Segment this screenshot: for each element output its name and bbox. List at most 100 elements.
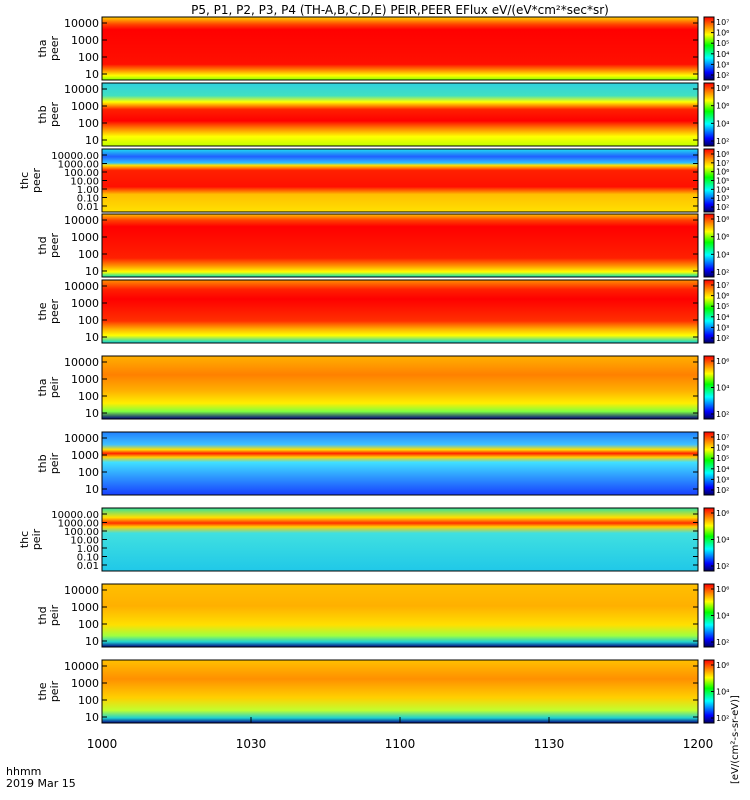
spectrogram-image: [102, 214, 698, 277]
x-axis-label-date: 2019 Mar 15: [6, 777, 76, 790]
spectrogram-image: [102, 83, 698, 146]
colorbar-tick-label: 10⁷: [716, 159, 729, 168]
colorbar-tick-label: 10⁴: [716, 384, 729, 393]
colorbar-tick-label: 10⁷: [716, 18, 729, 27]
y-tick-label: 10.00: [70, 177, 99, 188]
y-tick-label: 10000: [64, 280, 99, 293]
panel-frame: [101, 16, 699, 81]
x-axis-label-hhmm: hhmm: [6, 765, 41, 778]
colorbar-tick-label: 10⁶: [716, 292, 729, 301]
colorbar-tick-label: 10²: [716, 268, 729, 277]
y-tick-label: 1000: [71, 231, 99, 244]
panel-ylabel-instrument: peer: [48, 299, 61, 325]
x-tick-label: 1030: [236, 737, 267, 751]
colorbar: [703, 16, 715, 81]
y-tick-label: 10.00: [70, 536, 99, 547]
spectrogram-image: [102, 508, 698, 571]
colorbar-tick-label: 10²: [716, 638, 729, 647]
panel-ylabel: thc: [18, 172, 31, 189]
spectrogram-image: [102, 17, 698, 80]
colorbar-tick-label: 10²: [716, 486, 729, 495]
panel-ylabel-instrument: peer: [48, 102, 61, 128]
spectrogram-image: [102, 584, 698, 647]
spectrogram-image: [102, 432, 698, 495]
panel-ylabel-instrument: peir: [48, 604, 61, 626]
y-tick-label: 1000: [71, 34, 99, 47]
panel-ylabel-instrument: peir: [48, 452, 61, 474]
colorbar-tick-label: 10⁶: [716, 585, 729, 594]
colorbar-tick-label: 10⁸: [716, 215, 729, 224]
y-tick-label: 1000: [71, 373, 99, 386]
colorbar-tick-label: 10⁴: [716, 250, 729, 259]
colorbar-tick-label: 10⁴: [716, 119, 729, 128]
colorbar-tick-label: 10⁶: [716, 233, 729, 242]
panel-ylabel-instrument: peer: [48, 36, 61, 62]
y-tick-label: 1000.00: [58, 519, 99, 530]
y-tick-label: 0.01: [77, 561, 99, 572]
y-tick-label: 100: [78, 248, 99, 261]
colorbar-tick-label: 10⁴: [716, 688, 729, 697]
y-tick-label: 1.00: [77, 185, 99, 196]
colorbar-tick-label: 10⁸: [716, 150, 729, 159]
y-tick-label: 10: [85, 711, 99, 724]
spectrogram-image: [102, 660, 698, 723]
colorbar-tick-label: 10²: [716, 203, 729, 212]
colorbar-tick-label: 10²: [716, 562, 729, 571]
panel-thd-peer: 10 100 1000 10000 thd peer 10² 10⁴ 10⁶ 10⁸: [36, 213, 729, 278]
y-tick-label: 10000: [64, 83, 99, 96]
y-tick-label: 100.00: [64, 527, 99, 538]
y-tick-label: 100: [78, 618, 99, 631]
y-tick-label: 10: [85, 265, 99, 278]
panel-frame: [101, 213, 699, 278]
colorbar-tick-label: 10⁶: [716, 444, 729, 453]
y-tick-label: 10000: [64, 356, 99, 369]
panel-frame: [101, 583, 699, 648]
colorbar-tick-label: 10⁴: [716, 50, 729, 59]
y-tick-label: 0.10: [77, 553, 99, 564]
colorbar-tick-label: 10²: [716, 410, 729, 419]
y-tick-label: 1000: [71, 677, 99, 690]
y-tick-label: 1.00: [77, 544, 99, 555]
colorbar: [703, 431, 715, 496]
colorbar: [703, 279, 715, 344]
panel-ylabel-instrument: peer: [48, 233, 61, 259]
colorbar-tick-label: 10³: [716, 475, 729, 484]
colorbar-tick-label: 10⁶: [716, 168, 729, 177]
spectrogram-image: [102, 149, 698, 212]
colorbar-tick-label: 10⁵: [716, 302, 729, 311]
y-tick-label: 100: [78, 117, 99, 130]
colorbar-unit-label: [eV/(cm²-s-sr-eV)]: [730, 695, 741, 784]
colorbar-tick-label: 10⁵: [716, 454, 729, 463]
colorbar-tick-label: 10⁶: [716, 357, 729, 366]
panel-ylabel-instrument: peer: [30, 168, 43, 194]
colorbar-tick-label: 10⁴: [716, 465, 729, 474]
y-tick-label: 10000.00: [51, 510, 99, 521]
y-tick-label: 10: [85, 407, 99, 420]
y-tick-label: 1000: [71, 601, 99, 614]
panel-the-peir: 10 100 1000 10000 the peir 10² 10⁴ 10⁶: [36, 659, 729, 724]
x-tick-label: 1200: [683, 737, 714, 751]
y-tick-label: 10: [85, 68, 99, 81]
y-tick-label: 100: [78, 314, 99, 327]
colorbar-tick-label: 10⁶: [716, 661, 729, 670]
colorbar-tick-label: 10⁴: [716, 313, 729, 322]
y-tick-label: 100: [78, 390, 99, 403]
colorbar-tick-label: 10²: [716, 71, 729, 80]
colorbar-tick-label: 10⁵: [716, 39, 729, 48]
panel-ylabel-instrument: peir: [48, 680, 61, 702]
colorbar-tick-label: 10⁶: [716, 29, 729, 38]
colorbar-tick-label: 10⁸: [716, 84, 729, 93]
y-tick-label: 100.00: [64, 168, 99, 179]
x-tick-label: 1000: [87, 737, 118, 751]
colorbar-tick-label: 10³: [716, 60, 729, 69]
colorbar-tick-label: 10⁵: [716, 177, 729, 186]
y-tick-label: 100: [78, 51, 99, 64]
y-tick-label: 10: [85, 134, 99, 147]
colorbar-tick-label: 10⁶: [716, 102, 729, 111]
